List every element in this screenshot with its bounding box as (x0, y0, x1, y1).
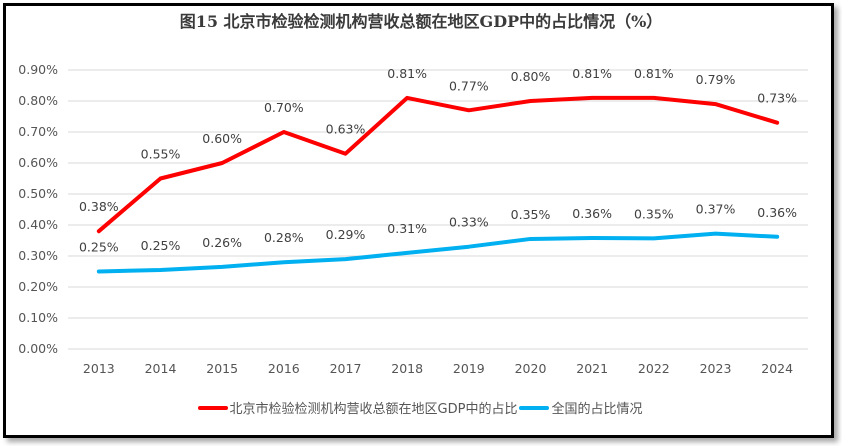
data-label: 0.36% (572, 206, 612, 221)
x-tick-label: 2019 (453, 361, 485, 376)
y-tick-label: 0.80% (18, 93, 58, 108)
data-label: 0.73% (757, 91, 797, 106)
data-label: 0.77% (449, 78, 489, 93)
data-label: 0.31% (387, 221, 427, 236)
x-axis-ticks: 2013 2014 2015 2016 2017 2018 2019 2020 2021 2022… (83, 361, 793, 376)
x-tick-label: 2021 (576, 361, 608, 376)
y-tick-label: 0.00% (18, 341, 58, 356)
y-tick-label: 0.40% (18, 217, 58, 232)
data-label: 0.36% (757, 205, 797, 220)
series-lines (96, 95, 780, 274)
data-label: 0.28% (264, 230, 304, 245)
x-tick-label: 2016 (268, 361, 300, 376)
data-label: 0.35% (511, 207, 551, 222)
data-label: 0.60% (202, 131, 242, 146)
data-label: 0.25% (79, 240, 119, 255)
legend-swatch-red (197, 405, 228, 410)
legend-swatch-blue (519, 405, 550, 410)
data-label: 0.25% (141, 238, 181, 253)
data-label: 0.38% (79, 199, 119, 214)
data-label: 0.81% (572, 66, 612, 81)
data-label: 0.37% (696, 202, 736, 217)
legend-label: 全国的占比情况 (551, 402, 643, 417)
y-tick-label: 0.70% (18, 124, 58, 139)
y-tick-label: 0.10% (18, 310, 58, 325)
x-tick-label: 2023 (700, 361, 732, 376)
series-line-1 (96, 231, 780, 274)
y-axis-ticks: 0.00% 0.10% 0.20% 0.30% 0.40% 0.50% 0.60% 0.70%… (18, 62, 58, 356)
data-label: 0.35% (634, 206, 674, 221)
gridlines (68, 69, 808, 350)
x-tick-label: 2024 (761, 361, 793, 376)
data-label: 0.63% (326, 122, 366, 137)
data-labels: 0.38% 0.55% 0.60% 0.70% 0.63% 0.81% 0.77% 0.80%… (79, 66, 797, 255)
y-tick-label: 0.20% (18, 279, 58, 294)
x-tick-label: 2013 (83, 361, 115, 376)
y-tick-label: 0.60% (18, 155, 58, 170)
data-label: 0.33% (449, 215, 489, 230)
x-tick-label: 2017 (330, 361, 362, 376)
data-label: 0.55% (141, 147, 181, 162)
legend: 北京市检验检测机构营收总额在地区GDP中的占比 全国的占比情况 (0, 398, 842, 417)
data-label: 0.81% (634, 66, 674, 81)
series-line-0 (96, 95, 780, 234)
data-label: 0.81% (387, 66, 427, 81)
x-tick-label: 2020 (515, 361, 547, 376)
x-tick-label: 2022 (638, 361, 670, 376)
data-label: 0.79% (696, 72, 736, 87)
x-tick-label: 2015 (206, 361, 238, 376)
legend-item-beijing[interactable]: 北京市检验检测机构营收总额在地区GDP中的占比 (197, 398, 518, 417)
y-tick-label: 0.90% (18, 62, 58, 77)
x-tick-label: 2014 (145, 361, 177, 376)
y-tick-label: 0.30% (18, 248, 58, 263)
data-label: 0.26% (202, 235, 242, 250)
chart-frame (3, 3, 834, 438)
y-tick-label: 0.50% (18, 186, 58, 201)
x-tick-label: 2018 (391, 361, 423, 376)
legend-item-national[interactable]: 全国的占比情况 (519, 398, 642, 417)
data-label: 0.80% (511, 69, 551, 84)
data-label: 0.29% (326, 227, 366, 242)
data-label: 0.70% (264, 100, 304, 115)
chart-title: 图15 北京市检验检测机构营收总额在地区GDP中的占比情况（%） (179, 12, 663, 31)
legend-label: 北京市检验检测机构营收总额在地区GDP中的占比 (229, 402, 518, 417)
